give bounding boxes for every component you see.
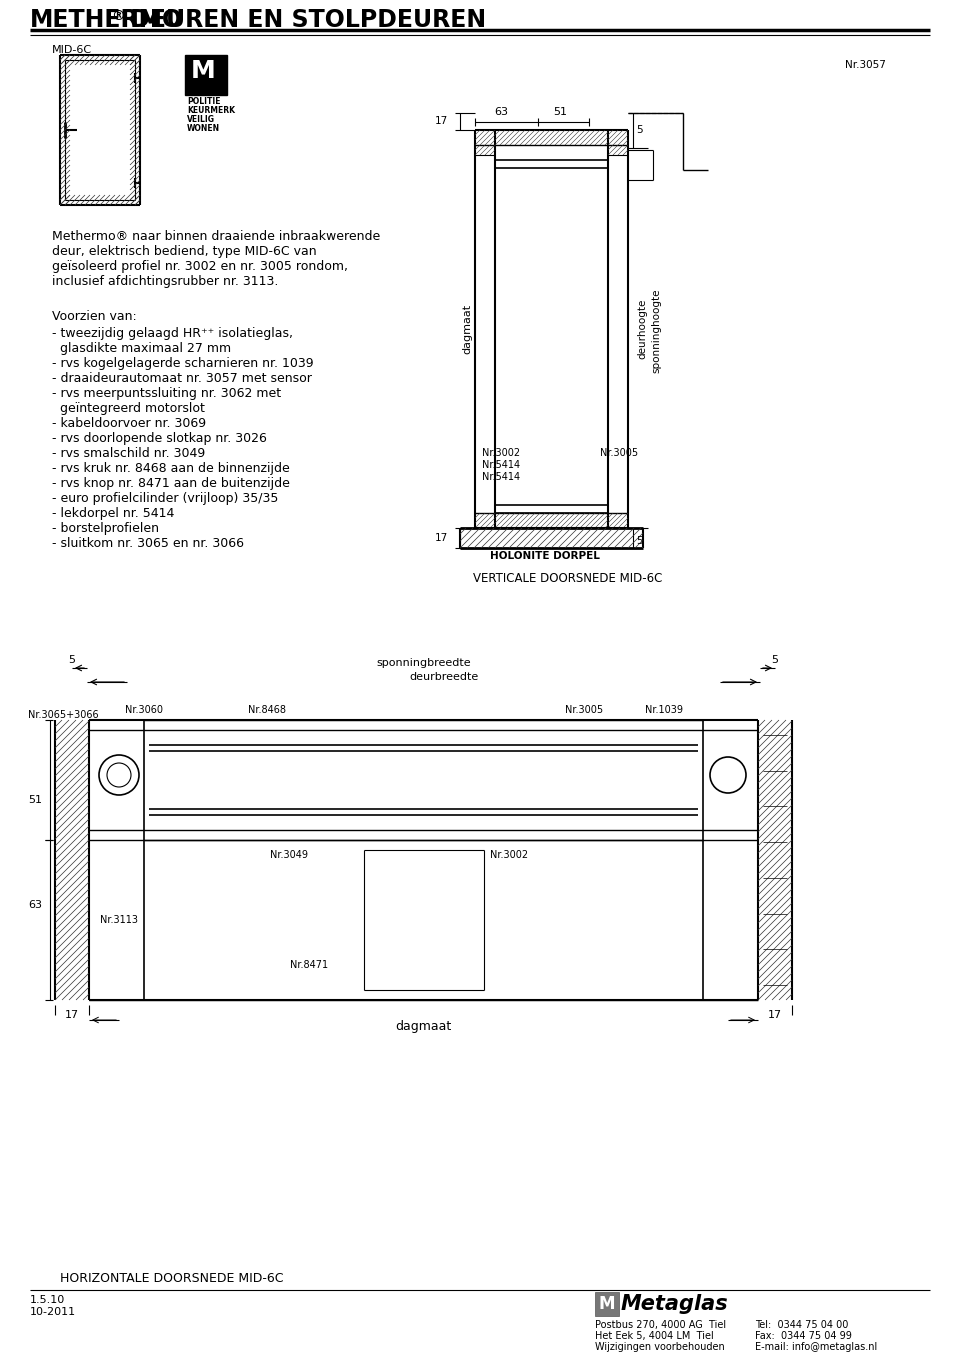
Text: sponninghoogte: sponninghoogte [651,288,661,373]
Text: Metaglas: Metaglas [621,1295,729,1314]
Text: Nr.3002: Nr.3002 [482,448,520,458]
Bar [495,513,608,528]
Bar [595,1292,619,1316]
Text: Fax:  0344 75 04 99: Fax: 0344 75 04 99 [755,1331,852,1341]
Text: Voorzien van:: Voorzien van: [52,310,136,323]
Bar [495,130,608,145]
Text: 63: 63 [494,107,509,118]
Text: HORIZONTALE DOORSNEDE MID-6C: HORIZONTALE DOORSNEDE MID-6C [60,1273,283,1285]
Text: M: M [191,59,216,83]
Text: 17: 17 [435,116,448,126]
Text: Nr.5414: Nr.5414 [482,472,520,483]
Bar [60,55,70,205]
Text: - rvs kogelgelagerde scharnieren nr. 1039: - rvs kogelgelagerde scharnieren nr. 103… [52,357,314,370]
Text: - rvs doorlopende slotkap nr. 3026: - rvs doorlopende slotkap nr. 3026 [52,432,267,446]
Text: ®: ® [111,10,125,23]
Text: 10-2011: 10-2011 [30,1307,76,1316]
Bar [60,195,140,205]
Text: Nr.3005: Nr.3005 [600,448,638,458]
Text: Nr.8471: Nr.8471 [290,960,328,971]
Text: deurhoogte: deurhoogte [637,299,647,360]
Text: 5: 5 [68,655,76,664]
Text: - lekdorpel nr. 5414: - lekdorpel nr. 5414 [52,507,175,519]
Text: sponningbreedte: sponningbreedte [376,658,470,668]
Text: - rvs smalschild nr. 3049: - rvs smalschild nr. 3049 [52,447,205,461]
Text: - borstelprofielen: - borstelprofielen [52,522,159,534]
Text: Nr.5414: Nr.5414 [482,461,520,470]
Text: Nr.3113: Nr.3113 [100,915,138,925]
Bar [608,130,628,154]
Text: HOLONITE DORPEL: HOLONITE DORPEL [490,551,600,560]
Bar [130,55,140,205]
Text: Het Eek 5, 4004 LM  Tiel: Het Eek 5, 4004 LM Tiel [595,1331,713,1341]
Text: Wijzigingen voorbehouden: Wijzigingen voorbehouden [595,1342,725,1352]
Text: - rvs meerpuntssluiting nr. 3062 met: - rvs meerpuntssluiting nr. 3062 met [52,387,281,401]
Text: - rvs kruk nr. 8468 aan de binnenzijde: - rvs kruk nr. 8468 aan de binnenzijde [52,462,290,474]
Text: Nr.3005: Nr.3005 [565,705,603,715]
Text: geïntegreerd motorslot: geïntegreerd motorslot [52,402,204,416]
Text: METHERMO: METHERMO [30,8,183,31]
Bar [460,528,643,548]
Text: dagmaat: dagmaat [462,303,472,354]
Text: 5: 5 [636,124,642,135]
Text: - kabeldoorvoer nr. 3069: - kabeldoorvoer nr. 3069 [52,417,206,431]
Text: 1.5.10: 1.5.10 [30,1295,65,1305]
Text: 17: 17 [65,1010,79,1020]
Text: 5: 5 [772,655,779,664]
Text: glasdikte maximaal 27 mm: glasdikte maximaal 27 mm [52,342,231,355]
Text: Nr.3057: Nr.3057 [845,60,886,70]
Bar [475,130,495,154]
Text: Nr.8468: Nr.8468 [248,705,286,715]
Text: dagmaat: dagmaat [396,1020,451,1033]
Text: 51: 51 [554,107,567,118]
Bar [608,513,628,528]
Bar [55,720,89,1001]
Bar [475,513,495,528]
Bar [758,720,792,1001]
Text: VERTICALE DOORSNEDE MID-6C: VERTICALE DOORSNEDE MID-6C [473,571,662,585]
Text: Nr.3002: Nr.3002 [490,850,528,860]
Text: Methermo® naar binnen draaiende inbraakwerende
deur, elektrisch bediend, type MI: Methermo® naar binnen draaiende inbraakw… [52,230,380,288]
Text: WONEN: WONEN [187,124,220,133]
Text: VEILIG: VEILIG [187,115,215,124]
Text: Tel:  0344 75 04 00: Tel: 0344 75 04 00 [755,1321,849,1330]
Text: - draaideurautomaat nr. 3057 met sensor: - draaideurautomaat nr. 3057 met sensor [52,372,312,385]
Text: - euro profielcilinder (vrijloop) 35/35: - euro profielcilinder (vrijloop) 35/35 [52,492,278,504]
Text: - sluitkom nr. 3065 en nr. 3066: - sluitkom nr. 3065 en nr. 3066 [52,537,244,550]
Text: - rvs knop nr. 8471 aan de buitenzijde: - rvs knop nr. 8471 aan de buitenzijde [52,477,290,489]
Text: 51: 51 [28,796,42,805]
Text: deurbreedte: deurbreedte [409,673,478,682]
Text: Postbus 270, 4000 AG  Tiel: Postbus 270, 4000 AG Tiel [595,1321,726,1330]
Text: - tweezijdig gelaagd HR⁺⁺ isolatieglas,: - tweezijdig gelaagd HR⁺⁺ isolatieglas, [52,327,293,340]
Text: E-mail: info@metaglas.nl: E-mail: info@metaglas.nl [755,1342,877,1352]
Text: Nr.3060: Nr.3060 [125,705,163,715]
Text: POLITIE: POLITIE [187,97,221,107]
Text: 5: 5 [636,536,642,545]
Text: KEURMERK: KEURMERK [187,107,235,115]
Text: M: M [598,1295,614,1312]
Bar [185,55,227,94]
Bar [60,55,140,66]
Text: 17: 17 [768,1010,782,1020]
Text: 63: 63 [28,899,42,910]
Text: 17: 17 [435,533,448,543]
Text: Nr.3065+3066: Nr.3065+3066 [28,709,99,720]
Text: MID-6C: MID-6C [52,45,92,55]
Text: DEUREN EN STOLPDEUREN: DEUREN EN STOLPDEUREN [122,8,486,31]
Text: Nr.3049: Nr.3049 [270,850,308,860]
Text: Nr.1039: Nr.1039 [645,705,683,715]
